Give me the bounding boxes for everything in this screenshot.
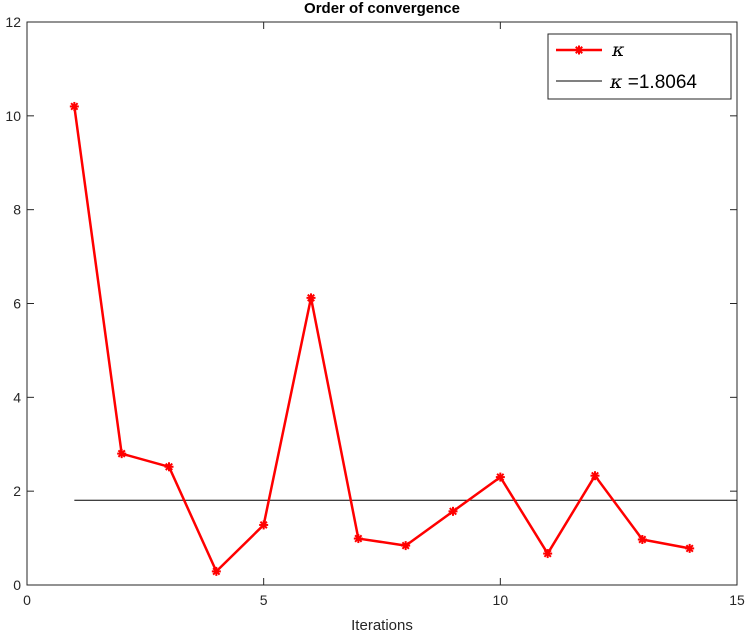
y-tick-label: 0 [13,577,21,593]
data-point-marker [685,543,695,553]
legend-marker-kappa [574,45,584,55]
data-point-marker [543,549,553,559]
chart-title: Order of convergence [304,0,460,17]
data-point-marker [448,506,458,516]
series-layer [69,101,737,576]
legend: κ κ =1.8064 [547,33,732,100]
kappa-series-line [73,106,690,573]
y-tick-label: 4 [13,389,21,405]
x-tick-label: 15 [729,592,745,608]
data-point-marker [117,449,127,459]
y-tick-label: 6 [13,296,21,312]
legend-label-kappa: κ [611,39,625,61]
data-point-marker [69,101,79,111]
y-tick-label: 12 [5,14,21,30]
data-point-marker [353,534,363,544]
data-point-marker [259,520,269,530]
data-point-marker [164,462,174,472]
data-point-marker [495,472,505,482]
data-point-marker [211,566,221,576]
x-tick-label: 0 [23,592,31,608]
y-tick-label: 10 [5,108,21,124]
data-point-marker [590,471,600,481]
data-point-marker [306,293,316,303]
y-tick-label: 2 [13,483,21,499]
y-tick-label: 8 [13,202,21,218]
legend-label-mean: κ =1.8064 [609,71,697,93]
legend-box [547,33,732,100]
plot-area [26,21,738,586]
data-point-marker [401,541,411,551]
data-point-marker [637,534,647,544]
x-tick-label: 10 [493,592,509,608]
x-tick-label: 5 [260,592,268,608]
x-axis-label: Iterations [351,617,413,634]
axis-ticks: 0 5 10 15 0 2 4 6 8 10 12 [5,14,745,608]
legend-star-marker [574,45,584,55]
